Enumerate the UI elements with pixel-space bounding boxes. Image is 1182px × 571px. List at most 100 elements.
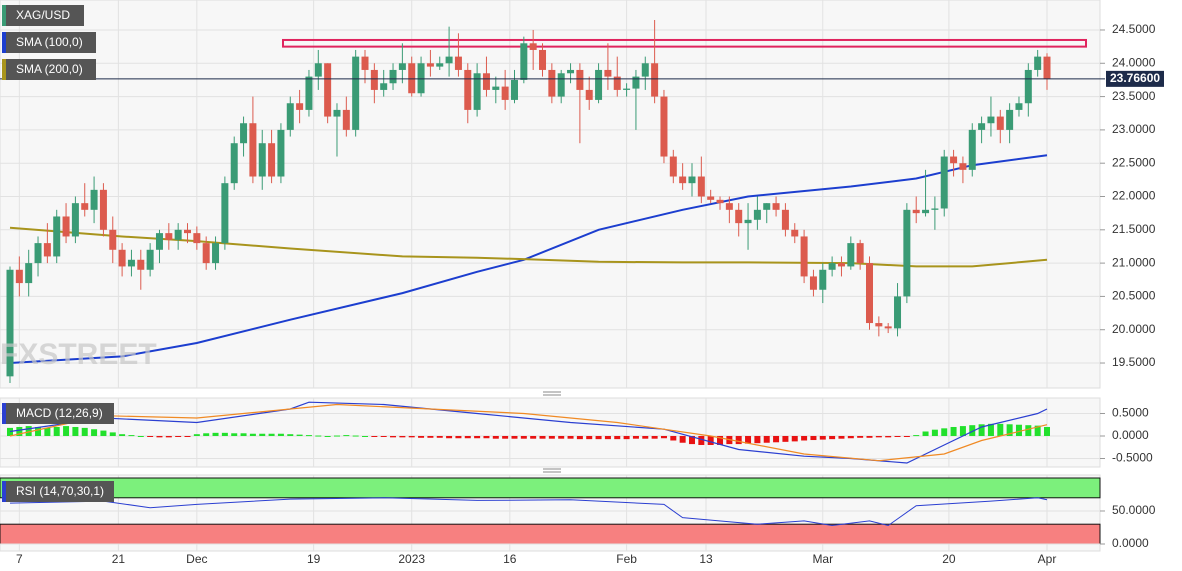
histogram-bar (446, 435, 453, 439)
y-tick-label: 22.5000 (1112, 155, 1156, 169)
histogram-bar (408, 435, 415, 438)
candle-body (398, 63, 406, 70)
histogram-bar (483, 435, 490, 439)
candle-body (772, 203, 780, 210)
candle-body (436, 63, 444, 67)
candle-body (71, 203, 79, 237)
x-tick-label: 19 (307, 552, 321, 566)
candle-body (595, 69, 603, 100)
y-tick-label: 20.0000 (1112, 322, 1156, 336)
histogram-bar (530, 435, 537, 439)
histogram-bar (717, 435, 724, 445)
histogram-bar (773, 435, 780, 443)
histogram-bar (1044, 426, 1050, 436)
candle-body (894, 296, 902, 329)
y-tick-label: 21.5000 (1112, 222, 1156, 236)
legend-box (2, 481, 114, 502)
histogram-bar (137, 435, 144, 437)
histogram-bar (427, 435, 434, 438)
histogram-bar (819, 435, 826, 440)
histogram-bar (735, 435, 742, 445)
candle-body (651, 63, 659, 97)
candle-body (856, 243, 864, 264)
histogram-bar (25, 426, 32, 436)
histogram-bar (390, 435, 397, 438)
histogram-bar (1034, 425, 1041, 436)
histogram-bar (801, 435, 808, 441)
candle-body (641, 63, 649, 77)
histogram-bar (1015, 424, 1022, 436)
histogram-bar (371, 435, 378, 437)
histogram-bar (119, 434, 126, 436)
histogram-bar (539, 435, 546, 439)
histogram-bar (362, 435, 369, 437)
x-tick-label: Dec (186, 552, 207, 566)
legend-box (2, 5, 84, 26)
candle-body (146, 249, 154, 270)
histogram-bar (352, 435, 359, 437)
candle-body (576, 69, 584, 90)
histogram-bar (810, 435, 817, 441)
last-price-box (1106, 70, 1164, 87)
histogram-bar (221, 432, 228, 436)
histogram-bar (1025, 425, 1032, 436)
histogram-bar (91, 429, 98, 436)
y-tick-label: 24.0000 (1112, 55, 1156, 69)
candle-body (296, 103, 304, 110)
legend-box (2, 59, 96, 80)
histogram-bar (660, 435, 667, 439)
legend-swatch (2, 5, 6, 26)
histogram-bar (679, 435, 686, 443)
y-tick-label: 19.5000 (1112, 355, 1156, 369)
candle-body (464, 69, 472, 110)
resistance-zone (282, 38, 1087, 48)
candle-body (763, 203, 771, 210)
legend-box (2, 32, 96, 53)
y-tick-label: -0.5000 (1112, 451, 1153, 465)
candle-body (352, 56, 360, 130)
candle-body (613, 76, 621, 90)
histogram-bar (53, 426, 60, 436)
histogram-bar (333, 435, 340, 437)
indicator-line (9, 497, 1048, 527)
candle-body (155, 233, 163, 250)
histogram-bar (63, 426, 70, 436)
candle-body (557, 73, 565, 97)
histogram-bar (474, 435, 481, 439)
candle-body (735, 209, 743, 224)
histogram-bar (632, 435, 639, 439)
candle-body (585, 89, 593, 100)
candle-body (118, 249, 126, 267)
candle-body (137, 259, 145, 270)
x-tick-label: 16 (503, 552, 517, 566)
candle-body (884, 326, 892, 329)
histogram-bar (885, 435, 892, 438)
histogram-bar (838, 435, 845, 439)
x-tick-label: 21 (112, 552, 126, 566)
candle-body (529, 43, 537, 50)
histogram-bar (558, 435, 565, 439)
histogram-bar (193, 434, 200, 436)
candle-body (847, 243, 855, 267)
x-tick-label: Apr (1038, 552, 1057, 566)
histogram-bar (464, 435, 471, 439)
candle-body (950, 156, 958, 164)
histogram-bar (249, 433, 256, 436)
candle-body (791, 229, 799, 237)
candle-body (277, 129, 285, 177)
histogram-bar (707, 435, 714, 445)
candle-body (408, 63, 416, 94)
y-tick-label: 50.0000 (1112, 503, 1156, 517)
candle-body (6, 269, 14, 377)
candle-body (99, 189, 107, 230)
x-tick-label: Feb (616, 552, 637, 566)
y-tick-label: 0.5000 (1112, 406, 1149, 420)
histogram-bar (520, 435, 527, 439)
y-tick-label: 20.5000 (1112, 289, 1156, 303)
candle-body (922, 209, 930, 214)
candle-body (25, 263, 33, 284)
candle-body (539, 49, 547, 70)
histogram-bar (315, 435, 322, 437)
histogram-bar (240, 433, 247, 436)
candle-body (53, 216, 61, 257)
